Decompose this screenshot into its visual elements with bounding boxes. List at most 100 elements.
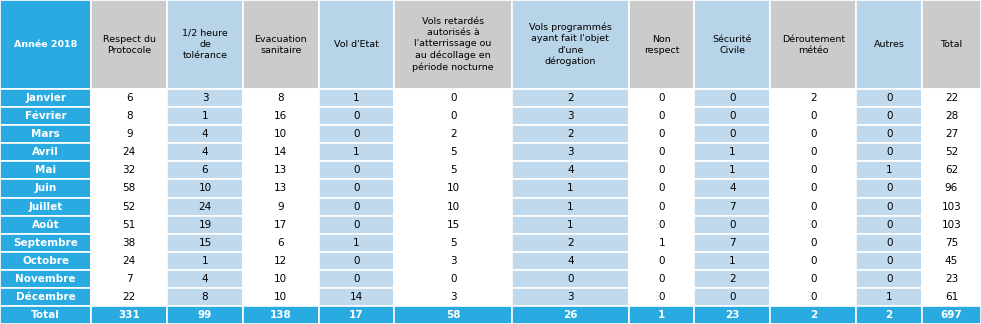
Bar bbox=[922, 179, 981, 198]
Bar bbox=[319, 252, 394, 270]
Bar bbox=[167, 89, 243, 107]
Text: 0: 0 bbox=[886, 147, 893, 157]
Text: 1: 1 bbox=[886, 292, 893, 302]
Text: 4: 4 bbox=[729, 183, 736, 193]
Text: 23: 23 bbox=[945, 274, 958, 284]
Bar bbox=[629, 306, 695, 324]
Bar bbox=[695, 306, 770, 324]
Text: 10: 10 bbox=[198, 183, 212, 193]
Text: 1: 1 bbox=[886, 166, 893, 175]
Bar bbox=[770, 161, 856, 179]
Bar bbox=[770, 107, 856, 125]
Bar bbox=[167, 125, 243, 143]
Text: 0: 0 bbox=[450, 93, 456, 103]
Bar bbox=[922, 306, 981, 324]
Bar bbox=[319, 234, 394, 252]
Text: 0: 0 bbox=[658, 111, 665, 121]
Bar bbox=[695, 252, 770, 270]
Text: 0: 0 bbox=[810, 256, 816, 266]
Bar bbox=[770, 288, 856, 306]
Text: Octobre: Octobre bbox=[23, 256, 70, 266]
Bar bbox=[167, 252, 243, 270]
Bar bbox=[856, 252, 922, 270]
Text: 0: 0 bbox=[353, 111, 360, 121]
Bar bbox=[167, 234, 243, 252]
Text: 99: 99 bbox=[198, 310, 212, 320]
Text: 7: 7 bbox=[729, 238, 736, 248]
Text: Total: Total bbox=[941, 40, 962, 49]
Text: 17: 17 bbox=[349, 310, 364, 320]
Bar bbox=[856, 179, 922, 198]
Bar bbox=[0, 198, 91, 215]
Bar bbox=[91, 161, 167, 179]
Text: 2: 2 bbox=[886, 310, 893, 320]
Bar bbox=[91, 234, 167, 252]
Text: 2: 2 bbox=[567, 129, 574, 139]
Bar bbox=[91, 288, 167, 306]
Text: Novembre: Novembre bbox=[16, 274, 76, 284]
Text: 10: 10 bbox=[275, 274, 287, 284]
Bar bbox=[319, 0, 394, 89]
Bar bbox=[629, 252, 695, 270]
Text: 0: 0 bbox=[353, 183, 360, 193]
Text: 0: 0 bbox=[658, 166, 665, 175]
Bar bbox=[394, 198, 512, 215]
Bar bbox=[770, 252, 856, 270]
Bar bbox=[512, 215, 629, 234]
Bar bbox=[856, 288, 922, 306]
Bar bbox=[512, 234, 629, 252]
Text: 2: 2 bbox=[450, 129, 456, 139]
Bar bbox=[394, 234, 512, 252]
Text: 26: 26 bbox=[563, 310, 578, 320]
Text: 0: 0 bbox=[886, 129, 893, 139]
Bar bbox=[922, 125, 981, 143]
Bar bbox=[167, 288, 243, 306]
Bar bbox=[0, 288, 91, 306]
Bar bbox=[394, 288, 512, 306]
Bar bbox=[91, 125, 167, 143]
Text: 38: 38 bbox=[123, 238, 135, 248]
Bar bbox=[243, 89, 319, 107]
Bar bbox=[167, 107, 243, 125]
Bar bbox=[243, 125, 319, 143]
Text: 24: 24 bbox=[123, 147, 135, 157]
Text: 0: 0 bbox=[886, 202, 893, 212]
Bar bbox=[629, 288, 695, 306]
Bar bbox=[695, 179, 770, 198]
Text: 0: 0 bbox=[810, 292, 816, 302]
Bar bbox=[856, 215, 922, 234]
Text: 0: 0 bbox=[353, 256, 360, 266]
Bar bbox=[770, 0, 856, 89]
Bar bbox=[856, 143, 922, 161]
Text: Respect du
Protocole: Respect du Protocole bbox=[103, 34, 156, 55]
Text: 17: 17 bbox=[274, 220, 287, 230]
Text: Année 2018: Année 2018 bbox=[14, 40, 77, 49]
Text: 0: 0 bbox=[658, 202, 665, 212]
Text: 62: 62 bbox=[945, 166, 958, 175]
Bar bbox=[629, 161, 695, 179]
Text: 0: 0 bbox=[658, 256, 665, 266]
Text: 0: 0 bbox=[658, 274, 665, 284]
Bar bbox=[394, 179, 512, 198]
Bar bbox=[394, 161, 512, 179]
Bar bbox=[243, 179, 319, 198]
Text: 0: 0 bbox=[353, 202, 360, 212]
Text: 5: 5 bbox=[450, 166, 456, 175]
Bar bbox=[319, 125, 394, 143]
Bar bbox=[167, 161, 243, 179]
Bar bbox=[770, 89, 856, 107]
Bar bbox=[922, 0, 981, 89]
Bar bbox=[512, 252, 629, 270]
Text: 0: 0 bbox=[658, 93, 665, 103]
Text: 8: 8 bbox=[278, 93, 284, 103]
Text: 3: 3 bbox=[450, 292, 456, 302]
Bar bbox=[695, 0, 770, 89]
Text: 14: 14 bbox=[350, 292, 363, 302]
Text: 0: 0 bbox=[810, 129, 816, 139]
Bar bbox=[512, 306, 629, 324]
Bar bbox=[243, 107, 319, 125]
Bar bbox=[319, 270, 394, 288]
Text: 0: 0 bbox=[729, 129, 736, 139]
Text: 15: 15 bbox=[198, 238, 212, 248]
Text: 2: 2 bbox=[567, 238, 574, 248]
